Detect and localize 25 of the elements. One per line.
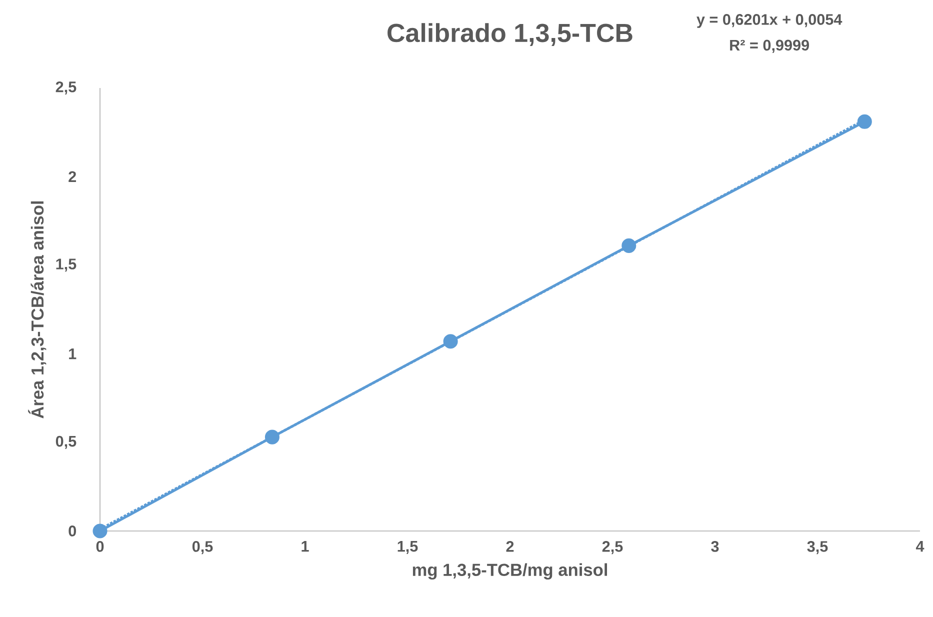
point — [857, 114, 872, 129]
y-tick-label: 1,5 — [56, 258, 76, 272]
x-tick-label: 3,5 — [807, 541, 828, 554]
point — [443, 334, 458, 349]
text: R² = 0,9999 — [730, 40, 810, 53]
x-axis-title: mg 1,3,5-TCB/mg anisol — [412, 563, 608, 580]
y-tick-label: 2 — [68, 171, 76, 182]
x-tick-label: 1,5 — [398, 541, 418, 554]
x-tick-label: 1 — [302, 541, 309, 552]
x-tick-label: 0,5 — [192, 541, 213, 554]
text: y = 0,6201x + 0,0054 — [696, 14, 842, 28]
y-tick-label: 1 — [69, 348, 76, 360]
y-tick-label: 0 — [68, 526, 76, 536]
y-tick-label: 2,5 — [56, 81, 76, 95]
y-tick-label: 0,5 — [56, 436, 76, 449]
x-tick-label: 4 — [916, 541, 924, 552]
y-axis-title: Área 1,2,3-TCB/área anisol — [28, 201, 46, 418]
chart-title: Calibrado 1,3,5-TCB — [388, 23, 632, 46]
x-tick-label: 3 — [711, 541, 719, 552]
point — [622, 238, 636, 253]
point — [264, 430, 280, 444]
x-tick-label: 2,5 — [602, 541, 623, 554]
x-tick-label: 0 — [96, 541, 104, 552]
point — [92, 524, 108, 538]
x-tick-label: 2 — [506, 541, 514, 552]
